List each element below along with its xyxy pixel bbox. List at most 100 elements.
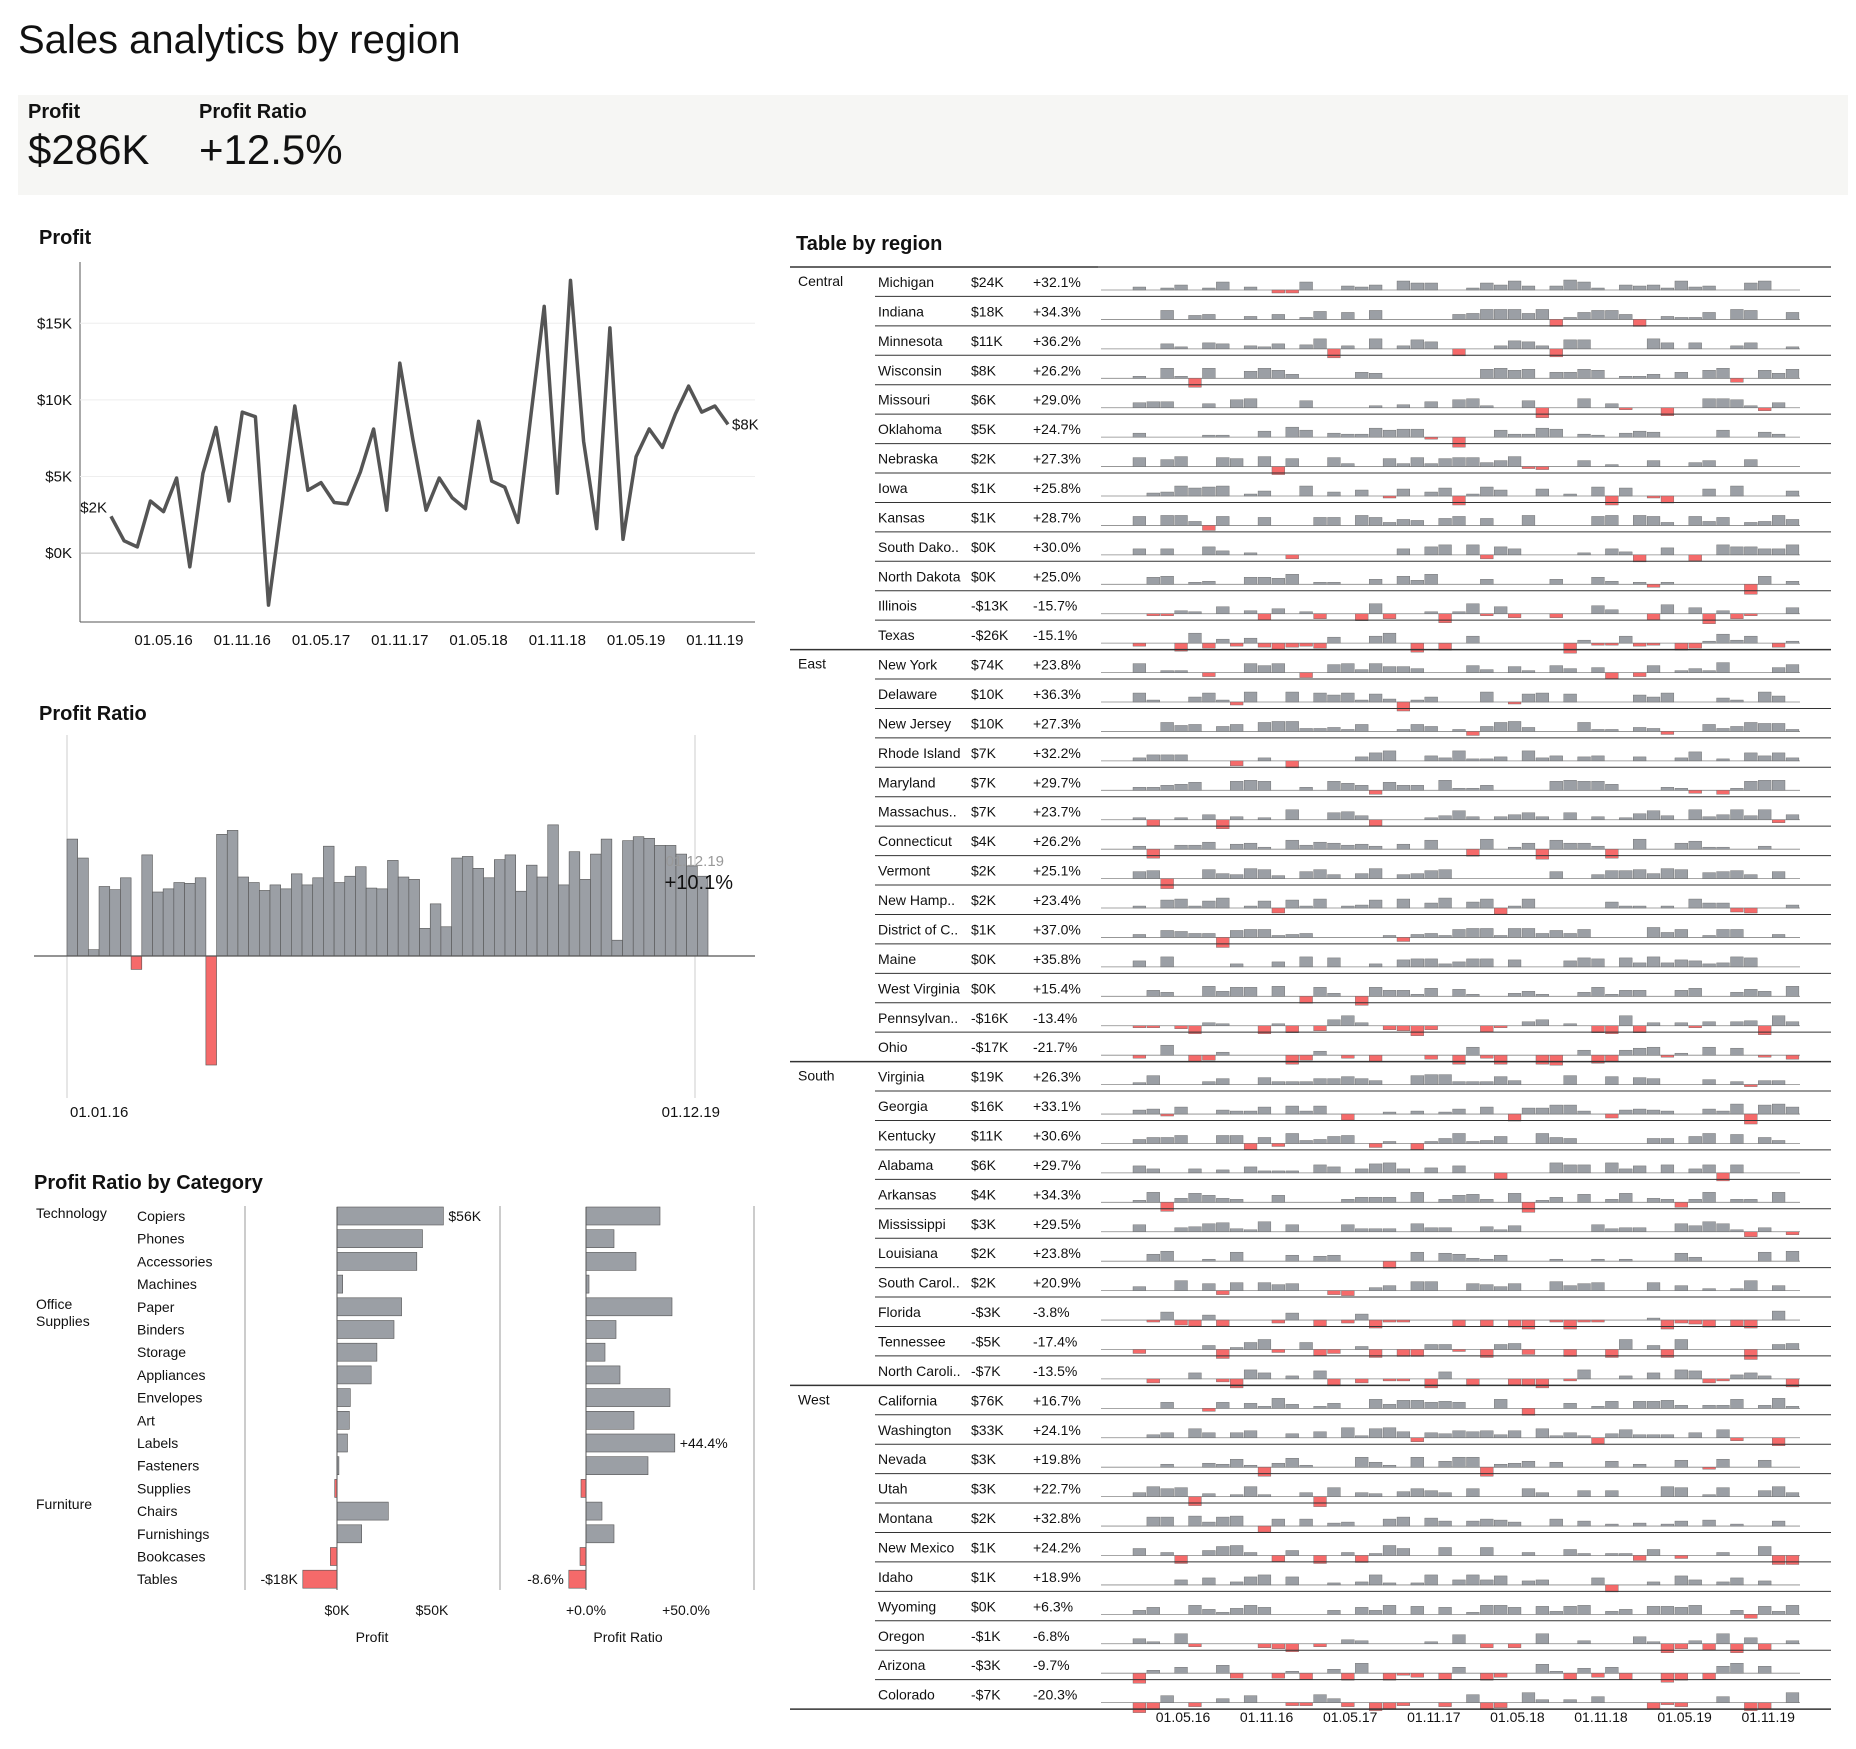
sparkline-bar [1633,376,1647,379]
ratio-end-label: 01.12.19 [662,1104,720,1121]
sparkline-bar [1285,1025,1299,1033]
sparkline-bar [1535,933,1549,938]
sparkline-bar [1480,1106,1494,1115]
sparkline-bar [1271,1284,1285,1291]
sparkline-bar [1369,1553,1383,1556]
sparkline-bar [1341,1521,1355,1527]
sparkline-bar [1619,1375,1633,1380]
sparkline-bar [1646,1345,1661,1350]
table-state-label: Arizona [878,1657,926,1673]
sparkline-bar [1730,1577,1744,1586]
sparkline-bar [1466,816,1480,820]
sparkline-bar [1160,1113,1174,1117]
sparkline-bar [1160,956,1174,968]
sparkline-bar [1591,1025,1605,1033]
sparkline-bar [1216,1378,1230,1383]
sparkline-bar [1646,665,1661,673]
sparkline-bar [1132,1054,1146,1059]
sparkline-bar [1230,458,1244,467]
sparkline-bar [1758,1054,1772,1058]
sparkline-bar [1424,1574,1438,1586]
sparkline-bar [1480,1579,1494,1586]
sparkline-bar [1438,1673,1452,1680]
sparkline-bar [1243,1576,1258,1586]
sparkline-bar [1313,692,1327,703]
sparkline-bar [1216,485,1230,497]
sparkline-bar [1674,1252,1688,1262]
sparkline-bar [1702,670,1716,673]
sparkline-bar [1132,787,1146,791]
sparkline-bar [1466,1574,1480,1586]
sparkline-bar [1230,987,1244,997]
sparkline-bar [1772,667,1786,673]
sparkline-bar [1660,582,1675,585]
profit-y-tick-label: $0K [45,545,72,562]
sparkline-bar [1202,1195,1216,1203]
sparkline-bar [1688,554,1702,562]
sparkline-bar [1646,1549,1661,1556]
sparkline-bar [1396,488,1411,497]
sparkline-bar [1466,313,1480,320]
sparkline-bar [1785,729,1800,732]
sparkline-bar [1271,1195,1285,1203]
sparkline-bar [1285,1081,1299,1085]
sparkline-bar [1285,1643,1299,1652]
sparkline-bar [1438,1401,1452,1409]
sparkline-bar [1549,372,1563,379]
table-ratio-cell: -13.5% [1033,1363,1077,1379]
sparkline-bar [1382,1228,1397,1232]
sparkline-bar [1313,613,1327,619]
sparkline-bar [1369,405,1383,408]
sparkline-bar [1341,1290,1355,1296]
sparkline-bar [1327,1166,1341,1174]
sparkline-bar [1396,874,1411,879]
sparkline-bar [1355,724,1369,732]
sparkline-bar [1730,1663,1744,1674]
sparkline-bar [1521,1460,1536,1468]
sparkline-bar [1369,1143,1383,1148]
table-state-label: North Dakota [878,568,961,584]
sparkline-bar [1452,989,1466,997]
sparkline-bar [1702,1133,1716,1144]
sparkline-bar [1716,610,1730,614]
sparkline-bar [1507,613,1522,618]
sparkline-bar [1785,1640,1800,1644]
sparkline-bar [1230,1432,1244,1438]
sparkline-bar [1369,1080,1383,1085]
sparkline-bar [1535,1378,1549,1389]
sparkline-bar [1188,315,1202,320]
sparkline-bar [1243,371,1258,379]
sparkline-bar [1619,432,1633,438]
kpi-panel: Profit $286K Profit Ratio +12.5% [18,95,1848,195]
sparkline-bar [1243,345,1258,350]
sparkline-bar [1605,1054,1619,1062]
sparkline-bar [1563,780,1577,791]
sparkline-bar [1438,1492,1452,1497]
table-ratio-cell: +25.8% [1033,480,1081,496]
sparkline-bar [1188,1025,1202,1034]
sparkline-bar [1382,1319,1397,1323]
sparkline-bar [1480,1054,1494,1059]
subcategory-label: Fasteners [137,1458,199,1474]
sparkline-bar [1619,1193,1633,1203]
subcategory-label: Supplies [137,1480,191,1496]
sparkline-bar [1424,755,1438,762]
table-state-label: New York [878,657,938,673]
sparkline-bar [1785,369,1800,379]
sparkline-bar [1480,928,1494,938]
sparkline-bar [1730,1081,1744,1085]
sparkline-bar [1313,841,1327,850]
sparkline-bar [1160,1044,1174,1056]
sparkline-bar [1785,607,1800,614]
sparkline-bar [1521,1107,1536,1115]
sparkline-bar [1313,1050,1327,1056]
category-profit-bar [336,1342,378,1362]
sparkline-bar [1271,466,1285,475]
sparkline-bar [1271,608,1285,614]
sparkline-bar [1633,1025,1647,1033]
table-ratio-cell: +30.0% [1033,539,1081,555]
sparkline-bar [1452,495,1466,506]
sparkline-bar [1424,1025,1438,1030]
sparkline-bar [1243,1430,1258,1438]
sparkline-bar [1772,1015,1786,1026]
